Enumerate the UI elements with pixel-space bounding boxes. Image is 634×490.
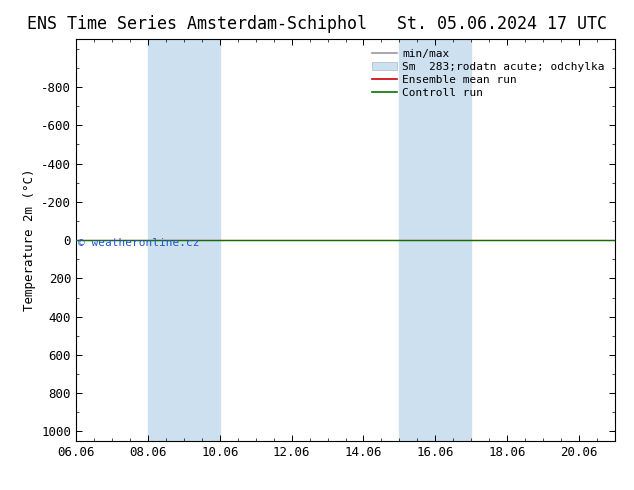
Text: © weatheronline.cz: © weatheronline.cz	[78, 238, 199, 248]
Text: ENS Time Series Amsterdam-Schiphol   St. 05.06.2024 17 UTC: ENS Time Series Amsterdam-Schiphol St. 0…	[27, 15, 607, 33]
Bar	[148, 39, 220, 441]
Legend: min/max, Sm  283;rodatn acute; odchylka, Ensemble mean run, Controll run: min/max, Sm 283;rodatn acute; odchylka, …	[368, 45, 609, 102]
Bar	[399, 39, 471, 441]
Y-axis label: Temperature 2m (°C): Temperature 2m (°C)	[23, 169, 36, 311]
